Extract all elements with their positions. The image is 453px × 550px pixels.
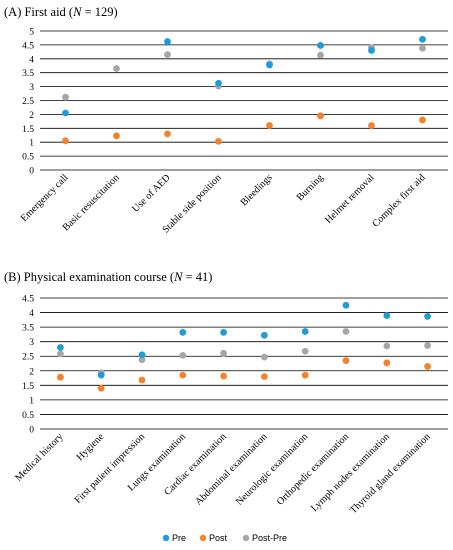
y-tick-label: 5 bbox=[29, 28, 34, 38]
point-b-post-pre bbox=[301, 347, 309, 355]
y-tick-label: 2 bbox=[29, 111, 34, 121]
y-tick-label: 4 bbox=[29, 55, 34, 65]
point-b-post bbox=[342, 357, 350, 364]
point-b-pre bbox=[424, 312, 431, 320]
y-tick-label: 0 bbox=[29, 426, 34, 436]
point-a-pre bbox=[164, 38, 171, 45]
point-b-pre bbox=[179, 328, 187, 336]
y-tick-label: 2.5 bbox=[22, 97, 34, 107]
point-b-post bbox=[261, 373, 268, 380]
y-tick-label: 4.5 bbox=[22, 41, 34, 51]
x-category-label: Use of AED bbox=[130, 172, 172, 214]
x-category-label: Orthopedic examination bbox=[275, 431, 351, 507]
point-a-pre bbox=[266, 61, 273, 69]
point-a-pre bbox=[368, 47, 375, 54]
point-b-post bbox=[383, 359, 391, 367]
point-b-pre bbox=[301, 328, 309, 335]
y-tick-label: 0.5 bbox=[22, 411, 34, 421]
x-category-label: Neurologic examination bbox=[234, 431, 310, 507]
legend-marker-post-pre bbox=[242, 534, 250, 542]
point-b-post-pre bbox=[424, 342, 431, 349]
point-a-pre bbox=[317, 42, 324, 49]
x-category-label: Basic resuscitation bbox=[61, 172, 122, 233]
panel-a-chart: (A) First aid (N = 129) 0 0.5 1 1.5 2 2.5 3 3.5… bbox=[4, 5, 448, 236]
y-tick-label: 1.5 bbox=[22, 125, 34, 135]
legend-label-post: Post bbox=[209, 533, 228, 543]
legend-marker-post bbox=[199, 534, 207, 542]
point-b-post bbox=[138, 376, 146, 384]
point-b-post-pre bbox=[138, 356, 146, 364]
y-tick-label: 3 bbox=[29, 83, 34, 93]
point-b-post bbox=[97, 384, 105, 392]
point-b-post-pre bbox=[220, 349, 228, 357]
point-a-post bbox=[215, 137, 222, 145]
point-b-pre bbox=[261, 331, 268, 339]
x-category-label: Thyroid gland examination bbox=[348, 431, 433, 516]
point-a-pre bbox=[215, 79, 222, 87]
point-b-post-pre bbox=[57, 350, 64, 358]
point-a-post bbox=[419, 116, 426, 124]
y-tick-label: 2 bbox=[29, 367, 34, 377]
point-a-post-pre bbox=[164, 51, 171, 59]
x-category-label: Abdominal examination bbox=[193, 431, 269, 507]
point-b-pre bbox=[220, 328, 228, 336]
point-b-post bbox=[220, 372, 228, 380]
y-tick-label: 3.5 bbox=[22, 69, 34, 79]
point-a-post bbox=[317, 112, 324, 120]
point-b-pre bbox=[97, 371, 105, 379]
x-category-label: First patient impression bbox=[73, 431, 148, 506]
point-a-post bbox=[62, 137, 69, 145]
y-tick-label: 0.5 bbox=[22, 153, 34, 163]
y-tick-label: 4.5 bbox=[22, 295, 34, 305]
panel-b-title: (B) Physical examination course (N = 41) bbox=[4, 270, 212, 284]
point-a-post bbox=[368, 122, 375, 129]
point-b-pre bbox=[342, 301, 350, 309]
point-a-post-pre bbox=[317, 51, 324, 59]
point-a-post bbox=[266, 122, 273, 129]
panel-a-title: (A) First aid (N = 129) bbox=[4, 5, 118, 19]
y-tick-label: 4 bbox=[29, 309, 34, 319]
legend-marker-pre bbox=[162, 534, 170, 542]
point-b-post-pre bbox=[179, 351, 187, 359]
point-a-pre bbox=[62, 109, 69, 117]
y-tick-label: 1 bbox=[29, 139, 34, 149]
x-category-label: Hygiene bbox=[75, 431, 107, 463]
y-tick-label: 0 bbox=[29, 167, 34, 177]
y-tick-label: 2.5 bbox=[22, 353, 34, 363]
legend-label-pre: Pre bbox=[172, 533, 186, 543]
y-tick-label: 1 bbox=[29, 396, 34, 406]
y-tick-label: 3 bbox=[29, 338, 34, 348]
x-category-label: Medical history bbox=[13, 431, 65, 483]
x-category-label: Bleedings bbox=[239, 172, 275, 208]
point-b-post bbox=[179, 371, 187, 379]
point-b-pre bbox=[138, 351, 146, 359]
point-a-post-pre bbox=[419, 44, 426, 52]
x-category-label: Emergency call bbox=[19, 172, 71, 224]
point-b-post-pre bbox=[383, 342, 391, 350]
panel-b-chart: (B) Physical examination course (N = 41)… bbox=[4, 270, 448, 516]
point-b-pre bbox=[383, 312, 391, 319]
x-category-label: Complex first aid bbox=[370, 172, 427, 229]
point-a-pre bbox=[419, 35, 426, 43]
y-tick-label: 3.5 bbox=[22, 324, 34, 334]
point-b-post-pre bbox=[342, 328, 350, 335]
point-b-pre bbox=[57, 344, 64, 351]
point-a-post bbox=[113, 132, 120, 140]
point-a-post-pre bbox=[113, 65, 120, 72]
point-b-post bbox=[301, 371, 309, 379]
x-category-label: Burning bbox=[295, 172, 326, 203]
point-b-post bbox=[57, 373, 64, 381]
point-a-post-pre bbox=[62, 93, 69, 101]
x-category-label: Lymph nodes examination bbox=[309, 431, 392, 514]
point-a-post bbox=[164, 130, 171, 138]
x-category-label: Helmet removal bbox=[323, 172, 377, 226]
legend-label-post-pre: Post-Pre bbox=[252, 533, 287, 543]
y-tick-label: 1.5 bbox=[22, 382, 34, 392]
point-b-post bbox=[424, 363, 431, 370]
legend: Pre Post Post-Pre bbox=[162, 533, 287, 543]
point-b-post-pre bbox=[261, 353, 268, 361]
